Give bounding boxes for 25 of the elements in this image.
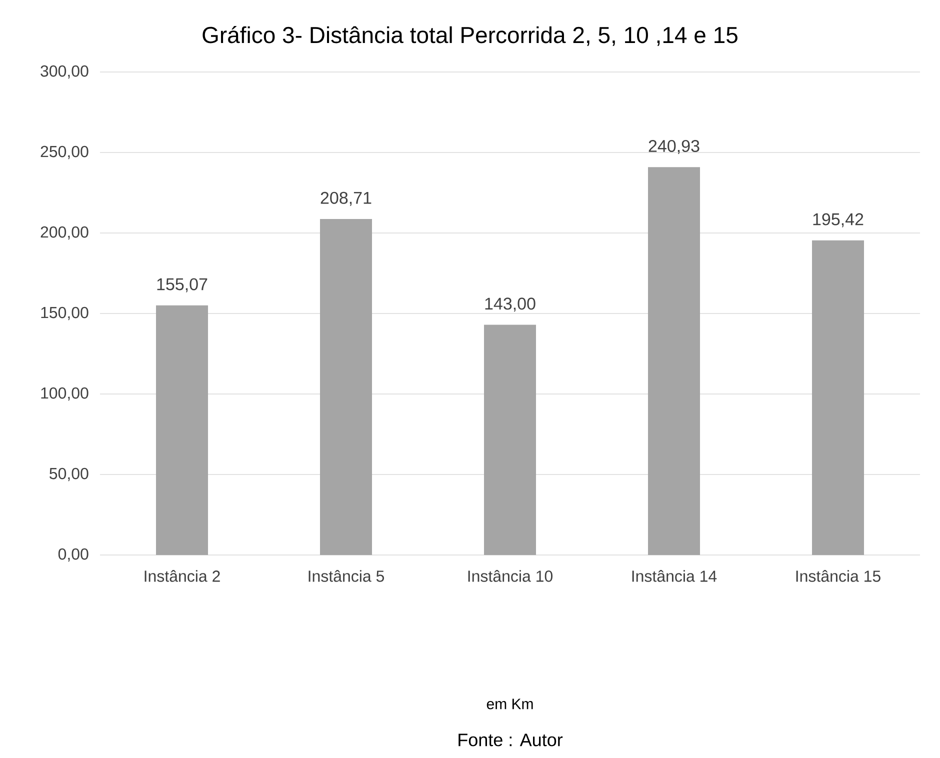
bar <box>648 167 700 555</box>
text: em Km <box>486 698 533 710</box>
source-note: Fonte : Autor <box>458 734 563 746</box>
x-tick-label: Instância 5 <box>308 570 384 582</box>
data-label: 143,00 <box>485 298 536 312</box>
bar <box>320 218 372 555</box>
data-label: 155,07 <box>157 278 208 292</box>
y-tick-label: 0,00 <box>58 548 88 562</box>
bar <box>484 324 536 555</box>
data-label: 208,71 <box>320 192 372 206</box>
y-tick-label: 100,00 <box>41 387 88 401</box>
x-tick-label: Instância 15 <box>796 570 880 582</box>
x-tick-label: Instância 2 <box>144 570 220 582</box>
y-tick-label: 50,00 <box>50 468 88 482</box>
y-tick-label: 250,00 <box>40 146 88 160</box>
y-tick-label: 300,00 <box>40 65 88 79</box>
x-tick-label: Instância 14 <box>632 570 717 582</box>
data-label: 195,42 <box>813 213 864 228</box>
chart-title: Gráfico 3- Distância total Percorrida 2, 5, 10 ,14 e 15 <box>202 26 738 46</box>
bar <box>156 305 208 555</box>
y-tick-label: 200,00 <box>40 226 88 240</box>
bar <box>812 240 864 555</box>
x-tick-label: Instância 10 <box>468 570 553 582</box>
data-label: 240,93 <box>648 140 700 154</box>
y-tick-label: 150,00 <box>41 306 88 320</box>
